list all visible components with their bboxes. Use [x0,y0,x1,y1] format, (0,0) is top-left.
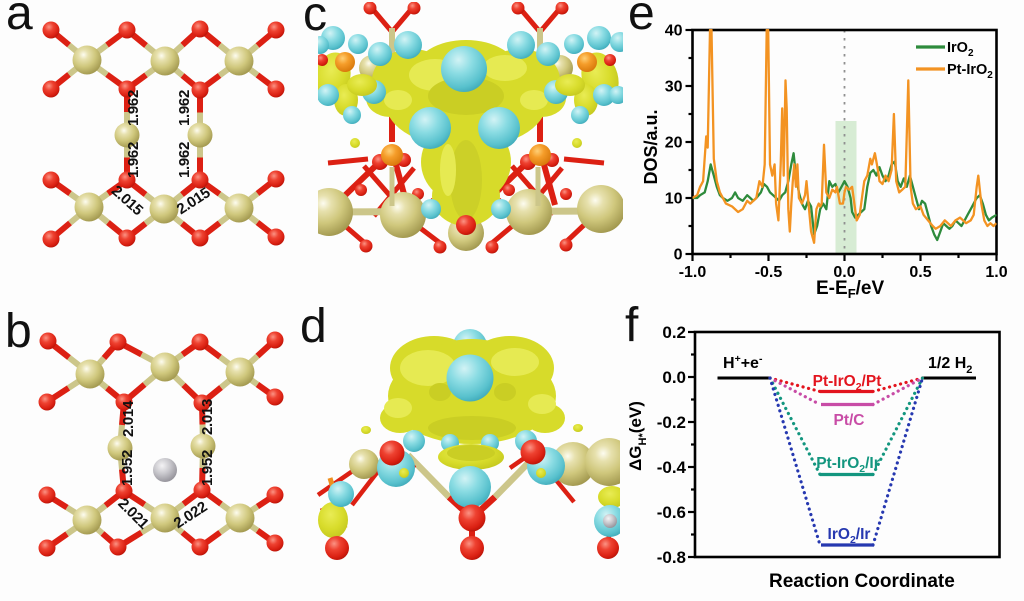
svg-text:-0.4: -0.4 [657,458,687,477]
svg-text:Reaction Coordinate: Reaction Coordinate [769,571,955,592]
svg-text:2.013: 2.013 [199,399,216,435]
svg-text:0.0: 0.0 [833,264,855,281]
svg-text:1.952: 1.952 [119,450,136,486]
svg-text:1.962: 1.962 [125,142,142,178]
svg-text:30: 30 [665,79,683,96]
svg-text:Pt-IrO2/Pt: Pt-IrO2/Pt [813,373,882,393]
svg-text:0: 0 [674,247,683,264]
svg-text:1.0: 1.0 [985,264,1007,281]
svg-text:Pt/C: Pt/C [834,412,865,429]
svg-text:-0.8: -0.8 [657,548,686,567]
svg-text:2.014: 2.014 [120,400,137,437]
svg-text:b: b [5,305,32,358]
svg-text:c: c [303,0,327,41]
svg-text:1.962: 1.962 [125,90,142,126]
svg-text:0.2: 0.2 [662,323,686,342]
svg-text:d: d [300,300,327,353]
svg-text:1.962: 1.962 [176,90,193,126]
svg-text:Pt-IrO2: Pt-IrO2 [947,62,993,81]
svg-text:DOS/a.u.: DOS/a.u. [641,109,661,184]
svg-text:-0.2: -0.2 [657,413,686,432]
svg-text:1.962: 1.962 [176,142,193,178]
svg-text:E-EF/eV: E-EF/eV [816,278,884,301]
svg-text:1/2 H2: 1/2 H2 [928,355,972,376]
svg-text:ΔGH*(eV): ΔGH*(eV) [626,401,649,471]
svg-text:H++e-: H++e- [723,353,763,372]
svg-text:-1.0: -1.0 [679,264,707,281]
svg-text:-0.5: -0.5 [755,264,783,281]
svg-text:1.952: 1.952 [199,450,216,486]
svg-text:0.5: 0.5 [909,264,931,281]
svg-text:20: 20 [665,135,683,152]
svg-text:-0.6: -0.6 [657,503,686,522]
svg-text:e: e [628,0,655,40]
svg-text:IrO2: IrO2 [947,40,974,59]
svg-text:0.0: 0.0 [662,368,686,387]
svg-text:f: f [625,299,639,352]
svg-text:IrO2/Ir: IrO2/Ir [828,526,871,546]
svg-text:40: 40 [665,23,683,40]
svg-text:a: a [6,0,33,40]
svg-text:10: 10 [665,191,683,208]
